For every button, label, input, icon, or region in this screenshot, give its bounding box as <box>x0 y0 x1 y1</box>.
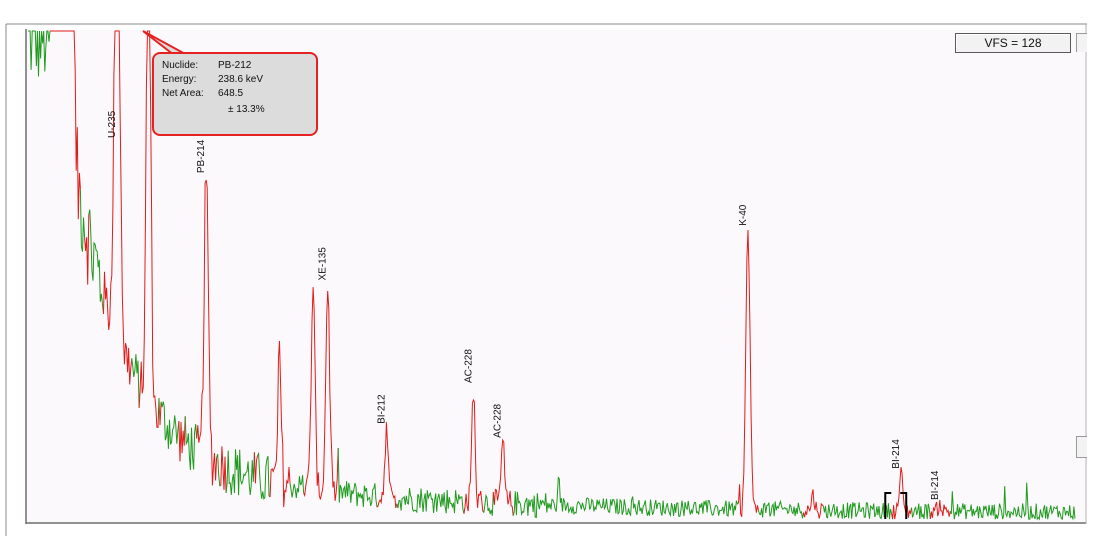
roi-segment <box>738 229 759 518</box>
peak-label-u-235-2: U-235 <box>107 110 118 138</box>
roi-segment <box>803 489 824 519</box>
roi-segment <box>891 467 912 520</box>
spectrum-segment <box>225 449 255 496</box>
spectrum-segment <box>257 451 271 500</box>
spectrum-trace <box>28 30 1076 521</box>
roi-segment <box>269 340 291 508</box>
spectrum-segment <box>28 30 51 77</box>
roi-segment <box>492 438 514 516</box>
spectrum-segment <box>396 488 465 514</box>
tooltip-net-area-value: 648.5 <box>218 88 244 99</box>
spectrum-segment <box>289 475 305 499</box>
vertical-full-scale-readout[interactable]: VFS = 128 <box>955 33 1071 53</box>
spectrum-segment <box>337 447 378 508</box>
spectrum-segment <box>483 492 494 516</box>
peak-label-bi-212-8: BI-212 <box>376 394 387 424</box>
roi-cursor[interactable] <box>900 492 908 519</box>
spectrum-segment <box>131 354 140 408</box>
peak-info-tooltip: Nuclide: PB-212 Energy: 238.6 keV Net Area… <box>152 52 318 136</box>
peak-label-ac-228-10: AC-228 <box>493 403 504 437</box>
spectrum-segment <box>949 482 1076 521</box>
tooltip-nuclide-value: PB-212 <box>218 60 252 71</box>
roi-segment <box>196 179 218 486</box>
roi-segment <box>376 422 398 509</box>
scroll-indicator-top[interactable] <box>1076 33 1087 52</box>
tooltip-net-area-label: Net Area: <box>162 88 204 99</box>
roi-segment <box>50 30 81 220</box>
scroll-indicator-mid[interactable] <box>1076 436 1087 458</box>
roi-segment <box>303 287 339 501</box>
peak-label-ac-228-9: AC-228 <box>463 349 474 383</box>
spectrum-segment <box>184 416 198 471</box>
spectrum-segment <box>79 189 86 252</box>
tooltip-uncertainty: ± 13.3% <box>228 104 265 115</box>
tooltip-nuclide-row: Nuclide: PB-212 <box>162 60 251 71</box>
tooltip-pointer <box>142 30 188 56</box>
peak-label-bi-214-14: BI-214 <box>930 470 941 500</box>
spectrum-segment <box>758 499 804 519</box>
spectrum-segment <box>216 454 221 487</box>
tooltip-nuclide-label: Nuclide: <box>162 60 199 71</box>
peak-label-xe-135-7: XE-135 <box>318 247 329 281</box>
peak-label-pb-214-4: PB-214 <box>196 139 207 173</box>
spectrum-segment <box>911 503 931 520</box>
spectrum-segment <box>88 209 104 314</box>
roi-cursors <box>884 492 908 519</box>
roi-segment <box>463 398 485 514</box>
roi-segment <box>159 401 162 425</box>
roi-segment <box>138 30 160 428</box>
tooltip-energy-value: 238.6 keV <box>218 74 264 85</box>
tooltip-net-area-row: Net Area: 648.5 <box>162 88 243 99</box>
roi-cursor[interactable] <box>884 492 892 519</box>
roi-segment <box>103 30 133 385</box>
roi-segment <box>220 446 227 493</box>
spectrum-segment <box>512 476 739 519</box>
roi-segment <box>253 452 258 484</box>
roi-segment <box>84 214 90 285</box>
peak-label-bi-214-13: BI-214 <box>891 439 902 469</box>
roi-segment <box>178 416 186 462</box>
spectrum-segment <box>822 502 893 520</box>
spectrum-segment <box>160 401 180 449</box>
tooltip-energy-row: Energy: 238.6 keV <box>162 74 263 85</box>
roi-segment <box>929 499 951 519</box>
peak-label-k-40-11: K-40 <box>738 204 749 226</box>
tooltip-energy-label: Energy: <box>162 74 197 85</box>
peak-labels: U-235 PB-214 XE-135 BI-212 AC-228 AC-228 K-40 B… <box>107 110 941 500</box>
